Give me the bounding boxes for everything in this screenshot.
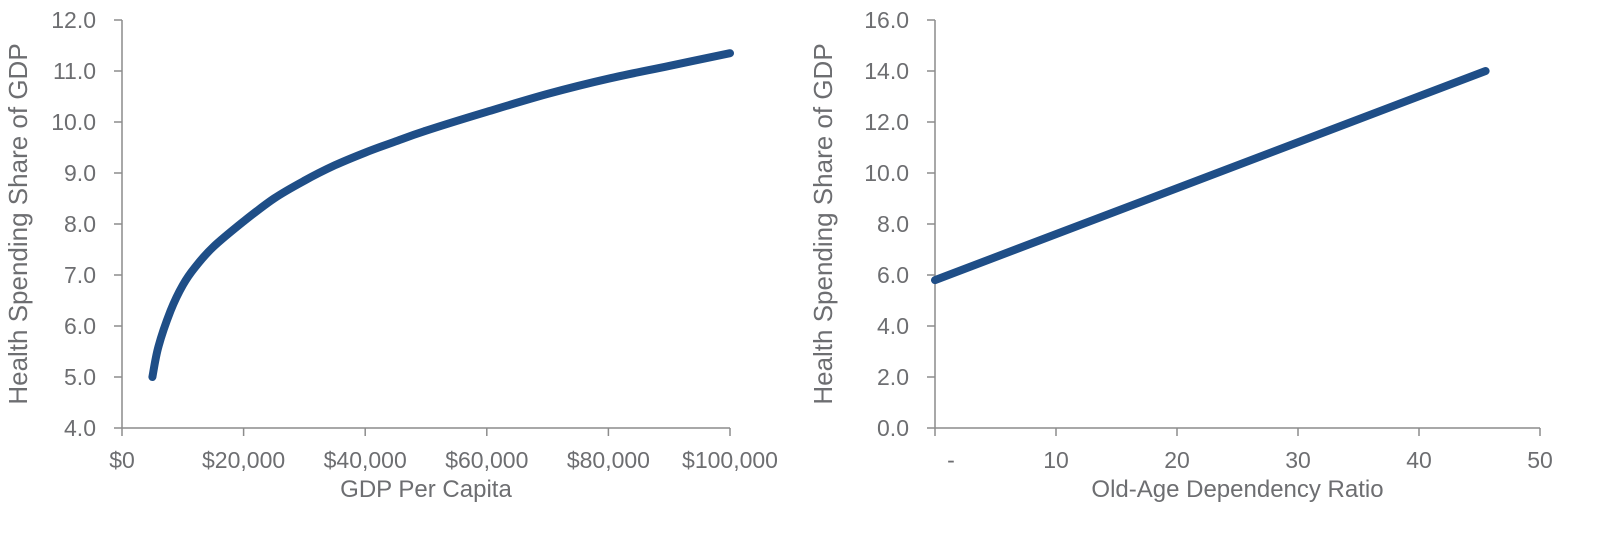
x-tick-label: $60,000 (445, 447, 528, 473)
y-tick-label: 12.0 (864, 109, 909, 135)
x-tick-label: - (947, 447, 955, 473)
x-tick-label: 30 (1285, 447, 1311, 473)
x-tick-label: 50 (1527, 447, 1553, 473)
y-tick-label: 9.0 (64, 160, 96, 186)
y-tick-label: 12.0 (51, 7, 96, 33)
y-tick-label: 4.0 (64, 415, 96, 441)
chart-health-vs-dependency-ratio: 0.0 2.0 4.0 6.0 8.0 10.0 12.0 14.0 16.0 - 10 20 30 40… (808, 7, 1553, 503)
y-axis-title: Health Spending Share of GDP (3, 43, 33, 404)
y-tick-label: 10.0 (864, 160, 909, 186)
y-tick-label: 8.0 (64, 211, 96, 237)
y-tick-label: 5.0 (64, 364, 96, 390)
y-tick-label: 2.0 (877, 364, 909, 390)
y-tick-label: 6.0 (64, 313, 96, 339)
x-tick-label: $0 (109, 447, 135, 473)
y-tick-label: 16.0 (864, 7, 909, 33)
x-tick-label: $40,000 (324, 447, 407, 473)
y-tick-label: 0.0 (877, 415, 909, 441)
y-tick-label: 6.0 (877, 262, 909, 288)
x-tick-label: $100,000 (682, 447, 778, 473)
series-line (931, 67, 1490, 285)
x-tick-label: $20,000 (202, 447, 285, 473)
series-line (148, 49, 734, 381)
x-axis-title: GDP Per Capita (340, 476, 512, 503)
x-tick-label: 10 (1043, 447, 1069, 473)
y-tick-label: 14.0 (864, 58, 909, 84)
y-tick-label: 8.0 (877, 211, 909, 237)
y-tick-label: 4.0 (877, 313, 909, 339)
x-tick-label: 40 (1406, 447, 1432, 473)
y-tick-label: 11.0 (53, 58, 96, 84)
x-tick-label: 20 (1164, 447, 1190, 473)
y-tick-label: 10.0 (51, 109, 96, 135)
x-axis-title: Old-Age Dependency Ratio (1091, 476, 1383, 503)
y-tick-label: 7.0 (64, 262, 96, 288)
x-tick-label: $80,000 (567, 447, 650, 473)
chart-health-vs-gdp-per-capita: 4.0 5.0 6.0 7.0 8.0 9.0 10.0 11.0 12.0 $0 $20,000 $… (3, 7, 778, 503)
y-axis-title: Health Spending Share of GDP (808, 43, 838, 404)
